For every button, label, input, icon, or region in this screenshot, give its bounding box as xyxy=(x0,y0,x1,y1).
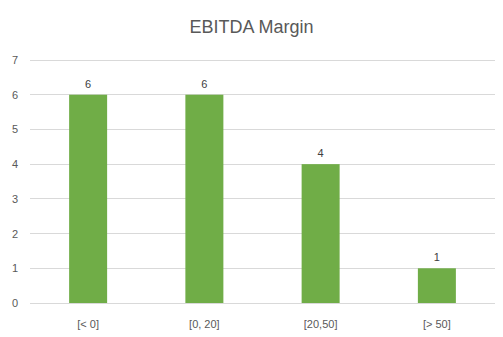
data-label: 6 xyxy=(201,78,207,90)
grid xyxy=(30,60,495,303)
y-tick-label: 3 xyxy=(12,193,18,205)
grid-line xyxy=(30,60,495,61)
data-label: 1 xyxy=(434,251,440,263)
y-tick-label: 2 xyxy=(12,228,18,240)
chart-svg: EBITDA Margin 0 1 2 3 4 5 6 7 6 6 4 1 [< 0] [0, 20] [20… xyxy=(0,0,503,337)
bar xyxy=(185,95,223,303)
x-tick-label: [20,50] xyxy=(304,318,338,330)
y-tick-label: 0 xyxy=(12,297,18,309)
x-tick-label: [< 0] xyxy=(77,318,99,330)
data-label: 6 xyxy=(85,78,91,90)
data-label: 4 xyxy=(318,147,324,159)
chart-container: EBITDA Margin 0 1 2 3 4 5 6 7 6 6 4 1 [< 0] [0, 20] [20… xyxy=(0,0,503,337)
y-tick-label: 4 xyxy=(12,158,18,170)
x-tick-label: [0, 20] xyxy=(189,318,220,330)
y-tick-label: 5 xyxy=(12,123,18,135)
y-tick-label: 6 xyxy=(12,89,18,101)
bar xyxy=(302,164,340,303)
page: {"chart_data": {"type": "bar", "title": … xyxy=(0,0,503,337)
bars xyxy=(69,95,456,303)
bar xyxy=(69,95,107,303)
bar xyxy=(418,268,456,303)
chart-title: EBITDA Margin xyxy=(189,17,313,37)
y-tick-label: 1 xyxy=(12,262,18,274)
x-tick-label: [> 50] xyxy=(423,318,451,330)
y-tick-label: 7 xyxy=(12,54,18,66)
